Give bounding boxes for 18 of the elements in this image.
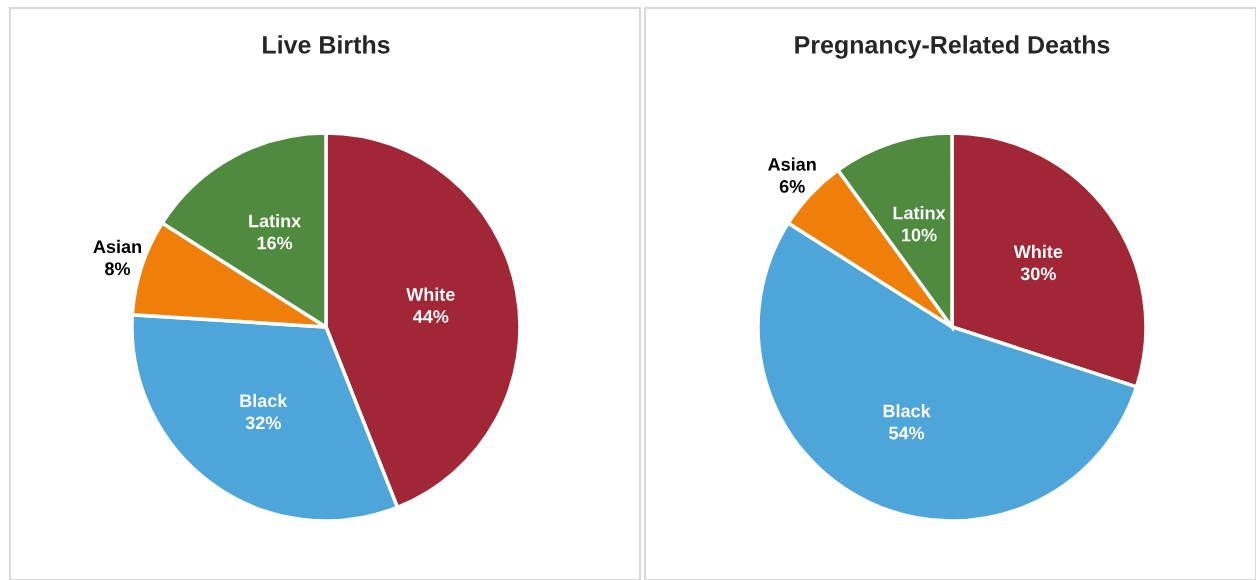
data-label: 8% (105, 262, 131, 276)
slice-label: Asian (93, 239, 141, 254)
data-label: 6% (779, 180, 805, 193)
slice-label: White (406, 287, 455, 301)
data-label: 44% (413, 310, 449, 323)
chart-title: Pregnancy-Related Deaths (795, 35, 1110, 59)
slice-label: Latinx (893, 206, 946, 220)
slice-label: White (1013, 244, 1063, 259)
data-label: 10% (902, 228, 937, 242)
data-label: 30% (1020, 267, 1056, 281)
slice-label: Black (883, 404, 931, 418)
data-label: 32% (245, 416, 281, 430)
slice-label: Latinx (249, 214, 302, 228)
chart-title: Live Births (263, 35, 390, 54)
data-label: 54% (889, 426, 925, 440)
data-label: 16% (257, 236, 293, 250)
slice-label: Asian (768, 157, 816, 171)
slice-label: Black (240, 393, 288, 408)
